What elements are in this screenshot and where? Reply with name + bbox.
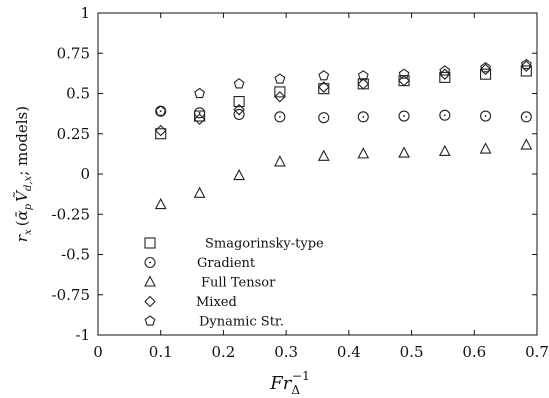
y-tick-label: 1 — [80, 4, 90, 22]
data-point-diamond — [479, 63, 492, 76]
data-point-square — [233, 96, 245, 108]
x-axis-label: FrΔ−1 — [269, 369, 309, 397]
data-point-triangle — [273, 155, 286, 167]
y-tick-label: -1 — [75, 326, 90, 344]
x-tick-label: 0.1 — [149, 343, 173, 361]
legend-marker-triangle — [144, 275, 156, 287]
y-tick-label: -0.5 — [61, 246, 90, 264]
data-point-circle — [318, 112, 330, 124]
y-tick-label: -0.75 — [52, 286, 90, 304]
data-point-circle — [398, 110, 410, 122]
legend-marker-square — [144, 237, 156, 249]
y-axis-label-v-sub: d,x — [23, 175, 34, 191]
data-point-circle — [194, 107, 206, 119]
y-axis-label-v: Ṽ — [13, 189, 31, 202]
data-point-triangle — [520, 138, 533, 150]
legend-label: Full Tensor — [201, 276, 276, 291]
series-square — [155, 65, 532, 140]
y-axis-label-r-sub: x — [23, 229, 34, 235]
data-point-pentagon — [480, 62, 491, 73]
data-point-circle — [480, 110, 492, 122]
x-axis-label-superscript: −1 — [292, 369, 310, 383]
x-tick-label: 0.6 — [462, 343, 486, 361]
data-point-triangle — [357, 147, 370, 159]
y-axis-label-alpha: ᾱ — [13, 210, 31, 220]
data-point-pentagon — [318, 70, 330, 81]
data-point-pentagon — [233, 78, 245, 89]
data-point-square — [318, 83, 330, 95]
data-point-pentagon — [274, 73, 286, 84]
x-tick-label: 0 — [93, 343, 103, 361]
data-point-diamond — [317, 81, 330, 93]
data-point-diamond — [193, 113, 206, 126]
data-point-pentagon — [357, 70, 369, 81]
data-point-square — [480, 68, 492, 80]
data-point-diamond — [520, 60, 533, 72]
data-point-triangle — [193, 186, 206, 198]
series-diamond — [154, 60, 533, 137]
y-axis-label-open: ( — [13, 220, 31, 226]
plot-frame — [97, 12, 538, 336]
data-point-square — [155, 128, 167, 140]
y-tick-label: 0.25 — [57, 125, 90, 143]
data-point-triangle — [398, 146, 410, 158]
x-tick-label: 0.4 — [337, 343, 361, 361]
data-point-triangle — [438, 144, 451, 157]
x-tick-label: 0.2 — [211, 343, 235, 361]
y-axis-label-r: r — [13, 234, 31, 242]
data-point-pentagon — [194, 87, 205, 99]
data-point-diamond — [154, 124, 167, 137]
data-point-triangle — [317, 149, 330, 161]
data-point-pentagon — [439, 65, 451, 76]
x-axis-label-subscript: Δ — [291, 383, 300, 397]
series-triangle — [154, 138, 533, 210]
data-point-circle — [439, 109, 451, 121]
data-point-diamond — [274, 90, 286, 103]
legend-marker-circle — [144, 256, 156, 269]
legend-marker-diamond — [144, 295, 156, 308]
legend-label: Smagorinsky-type — [205, 237, 324, 252]
data-point-triangle — [479, 142, 492, 154]
y-tick-label: -0.25 — [52, 205, 90, 223]
data-point-diamond — [357, 78, 370, 90]
y-tick-label: 0.75 — [57, 44, 90, 62]
data-point-pentagon — [520, 58, 532, 70]
legend-label: Gradient — [197, 256, 256, 271]
axis-tick-labels: 0 0.1 0.2 0.3 0.4 0.5 0.6 0.7 1 0.75 0.5 0.25 0 -0.25… — [52, 4, 549, 361]
data-point-square — [274, 86, 286, 98]
data-point-square — [194, 110, 206, 122]
data-point-pentagon — [155, 105, 167, 116]
data-point-square — [439, 71, 451, 83]
series-pentagon — [155, 58, 532, 116]
x-tick-label: 0.5 — [400, 343, 424, 361]
legend-label: Dynamic Str. — [199, 315, 284, 330]
data-point-pentagon — [398, 68, 410, 79]
data-point-triangle — [233, 168, 246, 181]
data-point-circle — [520, 111, 532, 123]
legend: Smagorinsky-type Gradient Full Tensor Mixed… — [144, 237, 324, 330]
x-tick-label: 0.7 — [525, 343, 549, 361]
data-point-triangle — [154, 197, 167, 210]
x-axis-label-base: Fr — [269, 373, 292, 394]
data-points — [154, 58, 533, 210]
series-circle — [155, 105, 532, 124]
y-axis-label-models: ; models) — [13, 106, 31, 176]
y-axis-label-alpha-sub: p — [23, 203, 34, 210]
x-tick-label: 0.3 — [274, 343, 298, 361]
y-tick-label: 0.5 — [66, 85, 90, 103]
legend-marker-pentagon — [144, 315, 156, 326]
data-point-square — [520, 65, 532, 77]
y-axis-label: rx (ᾱpṼd,x; models) — [13, 106, 34, 242]
legend-label: Mixed — [196, 295, 237, 310]
data-point-circle — [274, 111, 286, 123]
data-point-diamond — [233, 103, 245, 116]
axis-ticks — [97, 12, 538, 336]
y-tick-label: 0 — [80, 165, 90, 183]
data-point-diamond — [398, 74, 410, 87]
data-point-circle — [357, 111, 369, 123]
